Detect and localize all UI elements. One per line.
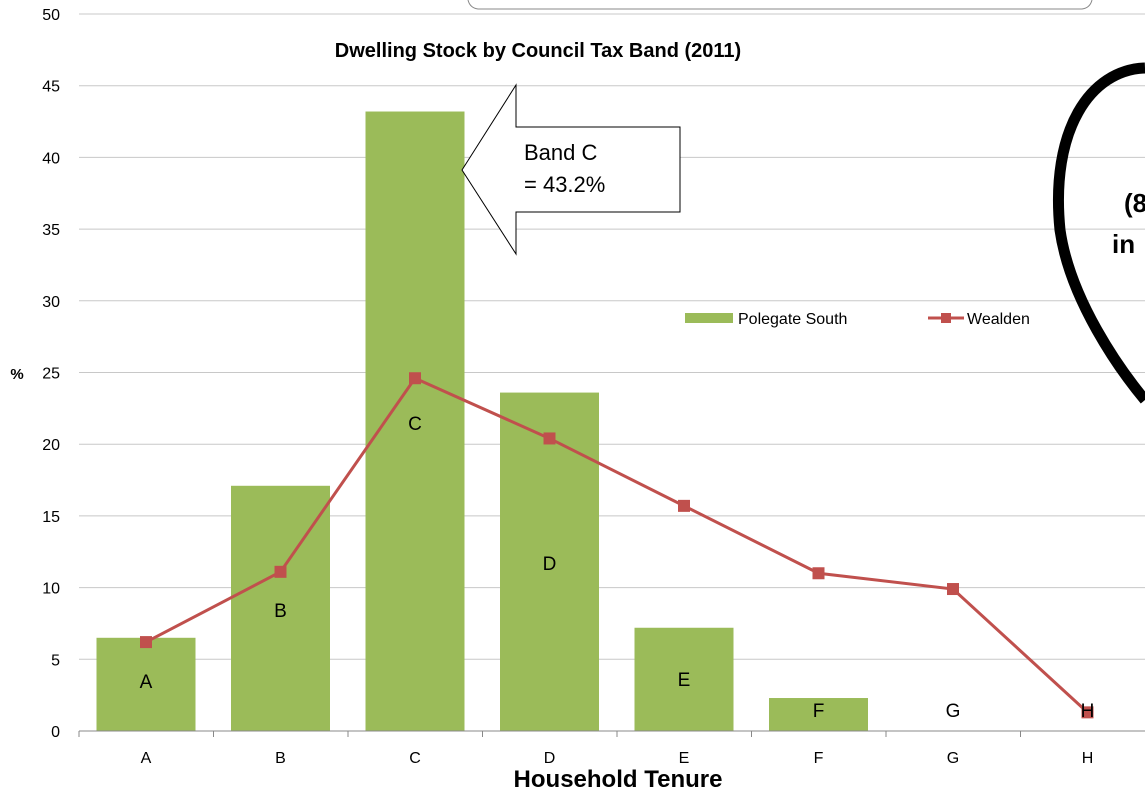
y-tick-label: 0 (51, 724, 60, 741)
x-tick-label: B (275, 750, 286, 767)
bar-e (634, 627, 734, 731)
cutoff-text-line-1: (8 (1124, 188, 1145, 218)
bar-label-h: H (1081, 701, 1095, 722)
y-tick-label: 35 (42, 222, 60, 239)
y-tick-label: 20 (42, 437, 60, 454)
y-tick-label: 25 (42, 366, 60, 383)
bar-series (96, 111, 1137, 732)
legend-label-wealden: Wealden (967, 311, 1030, 328)
wealden-point-f (812, 567, 825, 580)
bar-a (96, 637, 196, 731)
bar-label-d: D (543, 554, 557, 575)
x-tick-label: D (544, 750, 556, 767)
x-tick-label: H (1082, 750, 1094, 767)
callout-line-1: Band C (524, 140, 597, 165)
y-tick-label: 30 (42, 294, 60, 311)
y-tick-label: 40 (42, 150, 60, 167)
bar-label-c: C (408, 414, 422, 435)
cropped-textbox-edge (467, 0, 1093, 10)
wealden-point-d (543, 432, 556, 445)
y-tick-label: 10 (42, 581, 60, 598)
legend: Polegate South Wealden (685, 311, 1030, 328)
bar-label-g: G (946, 701, 961, 722)
bar-label-a: A (140, 672, 153, 693)
wealden-point-h (1081, 706, 1094, 719)
axes: 0 5 10 15 20 25 30 35 40 45 50 A B C D E F G H (42, 7, 1145, 767)
wealden-line (145, 376, 1089, 714)
legend-marker-wealden (941, 313, 951, 323)
bar-label-f: F (813, 701, 825, 722)
x-tick-label: F (814, 750, 824, 767)
wealden-point-b (274, 565, 287, 578)
wealden-point-a (140, 636, 152, 649)
wealden-point-c (409, 372, 421, 385)
x-tick-label: C (409, 750, 421, 767)
x-axis-label: Household Tenure (514, 766, 723, 793)
chart-title: Dwelling Stock by Council Tax Band (2011… (335, 40, 741, 62)
callout: Band C = 43.2% (461, 83, 681, 256)
bar-c (365, 111, 465, 731)
wealden-point-e (678, 499, 690, 512)
legend-swatch-polegate-south (685, 313, 733, 323)
bar-d (500, 392, 599, 731)
bar-f (769, 698, 868, 731)
wealden-point-g (947, 583, 959, 596)
bar-label-e: E (678, 670, 691, 691)
y-tick-label: 5 (51, 652, 60, 669)
y-tick-label: 15 (42, 509, 60, 526)
y-tick-label: 45 (42, 79, 60, 96)
bar-label-b: B (274, 601, 287, 622)
x-tick-label: E (679, 750, 690, 767)
heart-shape: (8 in (1053, 62, 1145, 404)
y-axis-label: % (10, 366, 23, 383)
bar-labels: A B C D E F G H (140, 414, 1095, 722)
x-tick-label: A (141, 750, 152, 767)
y-tick-label: 50 (42, 7, 60, 24)
callout-arrow-shape (461, 83, 681, 256)
callout-line-2: = 43.2% (524, 172, 605, 197)
cutoff-text-line-2: in (1112, 229, 1135, 259)
line-series (140, 372, 1094, 719)
legend-label-polegate-south: Polegate South (738, 311, 847, 328)
x-tick-label: G (947, 750, 959, 767)
